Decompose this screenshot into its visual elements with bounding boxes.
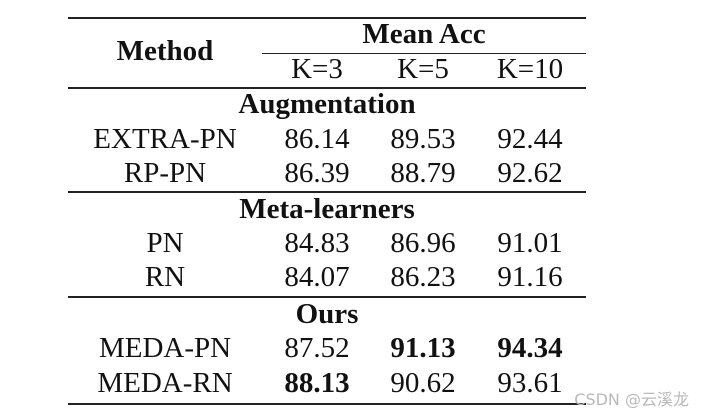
- row-method: EXTRA-PN: [93, 123, 237, 155]
- mean-acc-header: Mean Acc: [362, 18, 486, 50]
- k5-header: K=5: [397, 53, 449, 85]
- row-value: 90.62: [390, 367, 456, 399]
- row-value: 84.83: [284, 227, 350, 259]
- row-method: MEDA-PN: [98, 332, 232, 364]
- section-rule-1: [68, 191, 586, 193]
- row-value: 91.01: [497, 227, 563, 259]
- section-rule-2: [68, 296, 586, 298]
- section-title-meta-learners: Meta-learners: [239, 193, 415, 225]
- row-method: RN: [144, 261, 186, 293]
- section-title-augmentation: Augmentation: [238, 88, 416, 120]
- k3-header: K=3: [291, 53, 343, 85]
- row-method: PN: [146, 227, 184, 259]
- row-value: 84.07: [284, 261, 350, 293]
- row-value-best: 91.13: [390, 332, 456, 364]
- row-value: 89.53: [390, 123, 456, 155]
- section-title-ours: Ours: [295, 298, 359, 330]
- method-header: Method: [116, 35, 214, 67]
- row-value: 93.61: [497, 367, 563, 399]
- k10-header: K=10: [496, 53, 564, 85]
- row-value: 88.79: [390, 157, 456, 189]
- row-value: 92.44: [497, 123, 563, 155]
- row-value: 92.62: [497, 157, 563, 189]
- row-value: 86.96: [390, 227, 456, 259]
- row-method: MEDA-RN: [97, 367, 233, 399]
- group-underline: [262, 53, 586, 54]
- row-method: RP-PN: [123, 157, 207, 189]
- row-value: 86.39: [284, 157, 350, 189]
- row-value: 91.16: [497, 261, 563, 293]
- row-value: 86.23: [390, 261, 456, 293]
- row-value: 87.52: [284, 332, 350, 364]
- row-value-best: 88.13: [284, 367, 350, 399]
- bottom-rule: [68, 403, 586, 405]
- row-value-best: 94.34: [497, 332, 563, 364]
- row-value: 86.14: [284, 123, 350, 155]
- header-rule: [68, 87, 586, 89]
- csdn-watermark: CSDN @云溪龙: [574, 390, 689, 409]
- top-rule: [68, 17, 586, 19]
